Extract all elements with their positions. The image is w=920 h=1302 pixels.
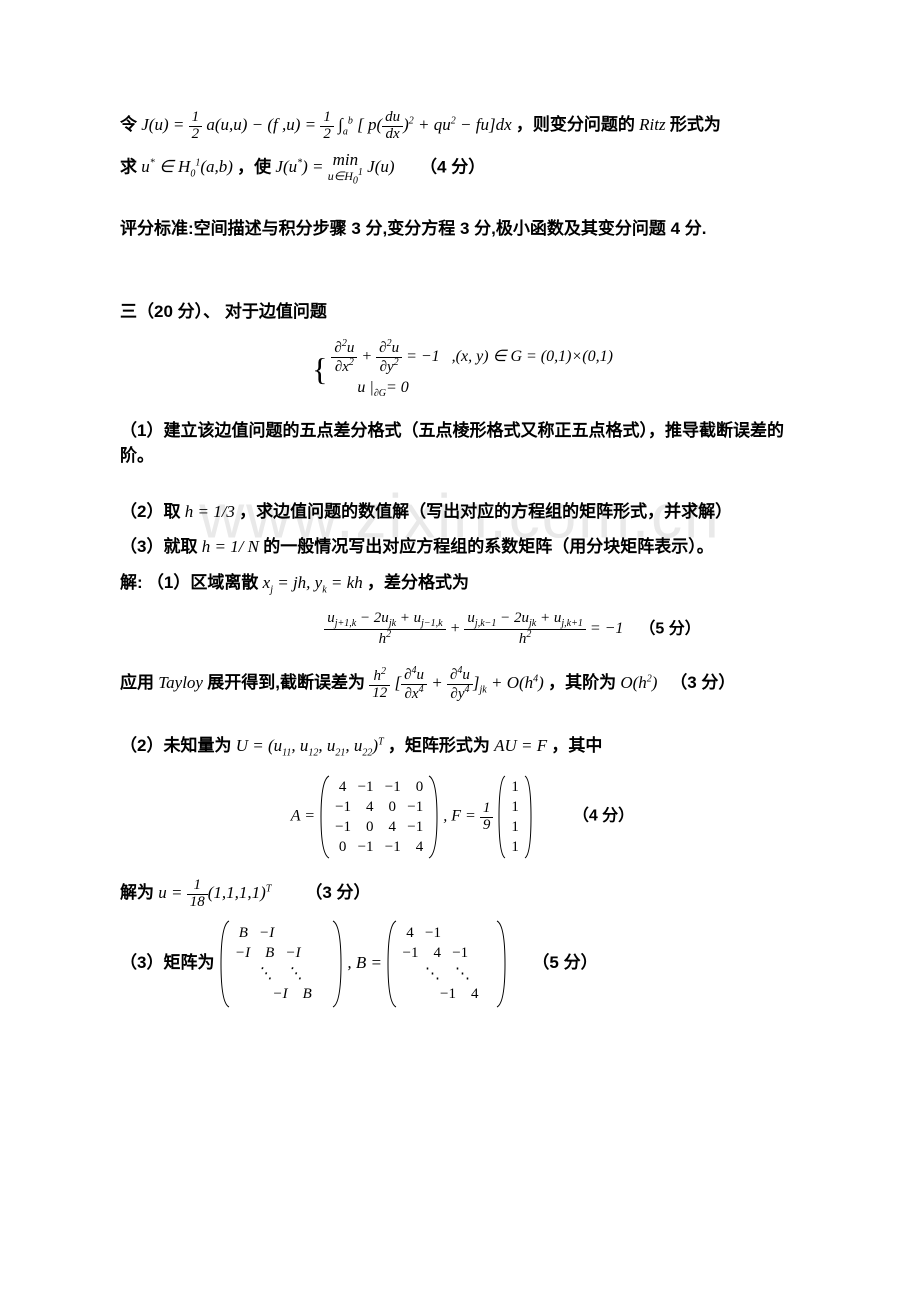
- block-matrix-B: 4 −1 −1 4 −1 ⋱ ⋱ −1 4: [402, 923, 490, 1004]
- eq-ustar-space: u* ∈ H01(a,b): [141, 157, 237, 176]
- page-content: 令 J(u) = 12 a(u,u) − (f ,u) = 12 ∫ab [ p…: [120, 110, 805, 1009]
- label-seek: 求: [120, 157, 137, 176]
- solution-3: （3）矩阵为 B −I −I B −I ⋱ ⋱ −I B , B =: [120, 919, 805, 1009]
- solution-2: （2）未知量为 U = (u11, u12, u21, u22)T ，矩阵形式为…: [120, 733, 805, 760]
- h-one-N: h = 1/ N: [202, 537, 264, 556]
- block-matrix-A: B −I −I B −I ⋱ ⋱ −I B: [235, 923, 327, 1004]
- line-seek-ustar: 求 u* ∈ H01(a,b) ，使 J(u*) = minu∈H01 J(u)…: [120, 151, 805, 186]
- score-5b: （5 分）: [532, 953, 597, 972]
- fd-scheme: uj+1,k − 2ujk + uj−1,kh2 + uj,k−1 − 2ujk…: [120, 611, 805, 648]
- matrix-A: 4 −1 −1 0 −1 4 0 −1 −1 0 4 −1 0 −1 −1 4: [335, 777, 423, 858]
- item-2: （2）取 h = 1/3 ，求边值问题的数值解（写出对应的方程组的矩阵形式，并求…: [120, 499, 805, 525]
- score-3a: （3 分）: [670, 673, 735, 692]
- vector-F: 1 1 1 1: [511, 777, 519, 858]
- ritz-label: Ritz: [639, 115, 665, 134]
- label-let: 令: [120, 115, 137, 134]
- score-4: （4 分）: [420, 157, 485, 176]
- matrix-A-F: A = 4 −1 −1 0 −1 4 0 −1 −1 0 4 −1 0 −1 −…: [120, 774, 805, 860]
- AU-F: AU = F: [494, 736, 551, 755]
- eq-min: J(u*) = minu∈H01 J(u): [275, 157, 398, 176]
- score-5: （5 分）: [639, 620, 700, 637]
- solution-u: 解为 u = 118(1,1,1,1)T （3 分）: [120, 878, 805, 911]
- line-definition-J: 令 J(u) = 12 a(u,u) − (f ,u) = 12 ∫ab [ p…: [120, 110, 805, 143]
- taylor-label: Tayloy: [158, 673, 203, 692]
- score-3b: （3 分）: [305, 883, 370, 902]
- eq-J: J(u) = 12 a(u,u) − (f ,u) = 12 ∫ab [ p(d…: [141, 115, 516, 134]
- item-1: （1）建立该边值问题的五点差分格式（五点棱形格式又称正五点格式），推导截断误差的…: [120, 418, 805, 469]
- U-def: U = (u11, u12, u21, u22)T: [236, 736, 384, 755]
- truncation-error: 应用 Tayloy 展开得到,截断误差为 h212 [∂4u∂x4 + ∂4u∂…: [120, 666, 805, 703]
- text-form: 形式为: [670, 115, 721, 134]
- h-one-third: h = 1/3: [185, 502, 239, 521]
- grading-criteria: 评分标准:空间描述与积分步骤 3 分,变分方程 3 分,极小函数及其变分问题 4…: [120, 216, 805, 242]
- discretization: xj = jh, yk = kh: [263, 573, 367, 592]
- order: O(h2): [620, 673, 657, 692]
- score-4b: （4 分）: [573, 808, 634, 825]
- item-3: （3）就取 h = 1/ N 的一般情况写出对应方程组的系数矩阵（用分块矩阵表示…: [120, 534, 805, 560]
- u-value: u = 118(1,1,1,1)T: [158, 883, 275, 902]
- pde-system: { ∂2u∂x2 + ∂2u∂y2 = −1 ,(x, y) ∈ G = (0,…: [120, 339, 805, 400]
- text-then: ，则变分问题的: [516, 115, 635, 134]
- trunc-eq: h212 [∂4u∂x4 + ∂4u∂y4]jk + O(h4): [369, 673, 548, 692]
- text-make: ，使: [237, 157, 271, 176]
- section-3-title: 三（20 分）、 对于边值问题: [120, 299, 805, 325]
- solution-1: 解: （1）区域离散 xj = jh, yk = kh ，差分格式为: [120, 570, 805, 597]
